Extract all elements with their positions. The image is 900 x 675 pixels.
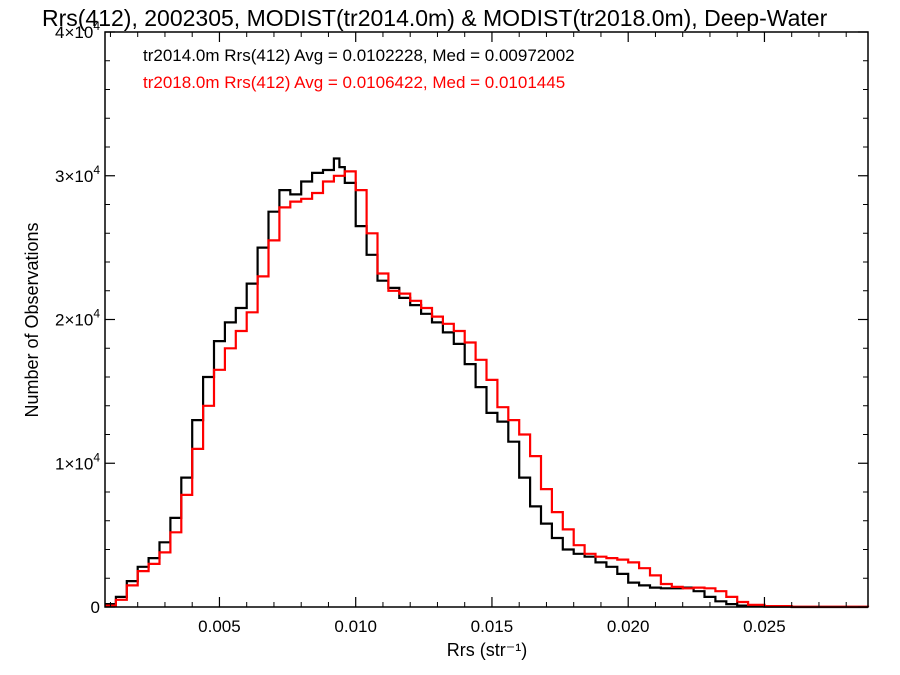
x-axis-label: Rrs (str⁻¹) <box>447 640 527 660</box>
series-line-tr2014.0m <box>105 157 868 609</box>
ticks-layer: 0.005 0.010 0.015 0.020 0.025 0 1×104 2×104 3×10… <box>55 19 868 636</box>
x-tick-label: 0.020 <box>607 617 650 636</box>
y-tick-label: 4×104 <box>55 19 100 42</box>
x-tick-label: 0.025 <box>743 617 786 636</box>
x-tick-label: 0.015 <box>471 617 514 636</box>
chart-title: Rrs(412), 2002305, MODIST(tr2014.0m) & M… <box>42 5 828 31</box>
stats-layer: tr2014.0m Rrs(412) Avg = 0.0102228, Med … <box>143 46 575 92</box>
stats-annotation-tr2018.0m: tr2018.0m Rrs(412) Avg = 0.0106422, Med … <box>143 73 565 92</box>
y-tick-label: 2×104 <box>55 307 100 330</box>
y-tick-label: 3×104 <box>55 163 100 186</box>
x-tick-label: 0.010 <box>334 617 377 636</box>
y-tick-label: 0 <box>91 598 100 617</box>
y-axis-label: Number of Observations <box>22 222 42 417</box>
series-line-tr2018.0m <box>105 170 870 608</box>
series-layer <box>105 157 870 609</box>
y-tick-label: 1×104 <box>55 450 100 473</box>
x-tick-label: 0.005 <box>198 617 241 636</box>
stats-annotation-tr2014.0m: tr2014.0m Rrs(412) Avg = 0.0102228, Med … <box>143 46 575 65</box>
